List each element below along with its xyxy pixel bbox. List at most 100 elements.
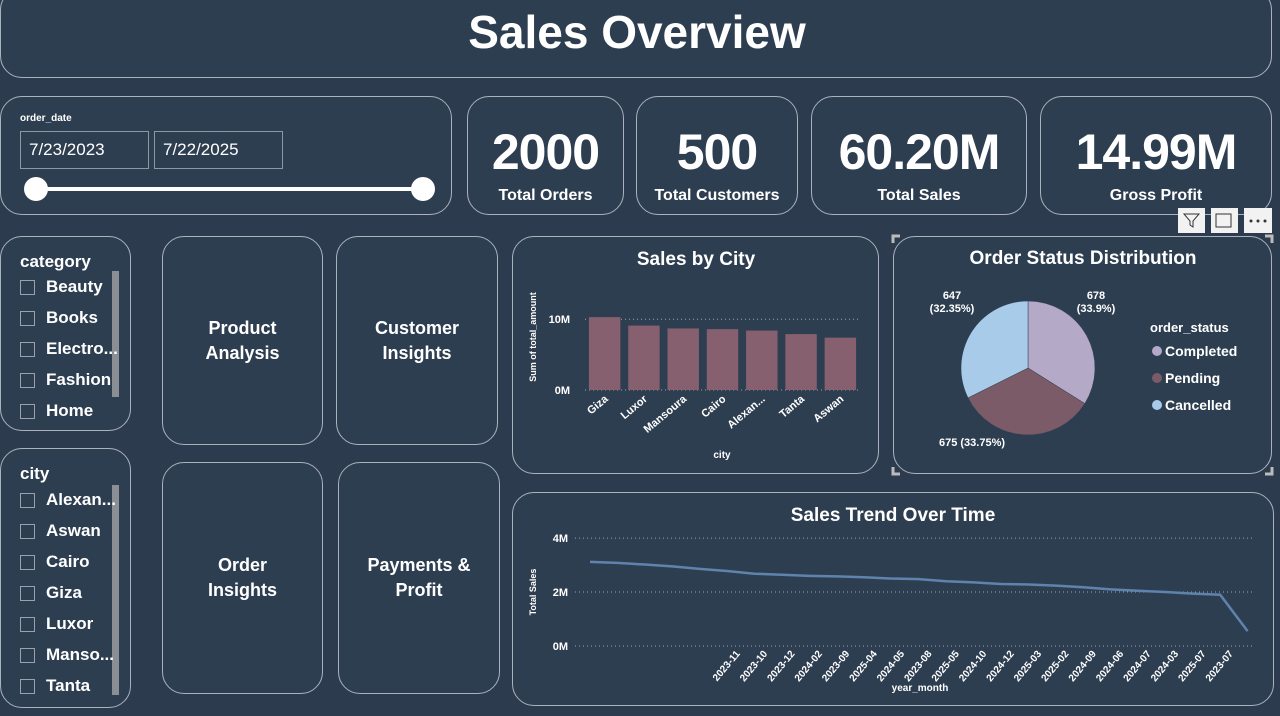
kpi-label: Gross Profit xyxy=(1109,187,1203,204)
item-label: Giza xyxy=(46,583,82,602)
item-label: Manso... xyxy=(46,645,115,664)
item-label: Fashion xyxy=(46,370,112,389)
slicer-item[interactable]: Fashion xyxy=(20,370,111,390)
x-tick-label: Aswan xyxy=(811,393,846,425)
city-slicer: city Alexan... Aswan Cairo Giza Luxor Manso..… xyxy=(0,448,131,708)
x-tick-label: Cairo xyxy=(699,393,728,420)
slicer-item[interactable]: Manso... xyxy=(20,645,114,665)
slider-handle[interactable] xyxy=(24,177,48,201)
x-tick-label: 2024-06 xyxy=(1094,649,1126,685)
x-tick-label: 2023-08 xyxy=(902,649,934,685)
checkbox[interactable] xyxy=(20,554,35,570)
legend-marker xyxy=(1152,373,1162,383)
checkbox[interactable] xyxy=(20,492,35,508)
bar xyxy=(667,328,699,390)
slicer-item[interactable]: Books xyxy=(20,308,98,328)
item-label: Home xyxy=(46,401,94,420)
kpi-value: 2000 xyxy=(491,124,600,180)
x-tick-label: 2025-02 xyxy=(1039,649,1071,685)
data-label: 678 (33.9%) xyxy=(1077,290,1116,315)
kpi-label: Total Customers xyxy=(654,187,780,204)
slicer-item[interactable]: Alexan... xyxy=(20,490,116,510)
y-tick-label: 2M xyxy=(553,587,568,599)
category-slicer: category Beauty Books Electro... Fashion Hom… xyxy=(0,236,131,431)
filter-icon[interactable] xyxy=(1178,208,1205,233)
filter-glyph xyxy=(1182,213,1201,228)
legend-marker xyxy=(1152,400,1162,410)
label-line: (32.35%) xyxy=(930,303,975,315)
checkbox[interactable] xyxy=(20,341,35,357)
kpi-value: 60.20M xyxy=(838,124,1001,180)
slider-handle[interactable] xyxy=(411,177,435,201)
slicer-item[interactable]: Giza xyxy=(20,583,82,603)
slicer-item[interactable]: Tanta xyxy=(20,676,90,696)
pie-slice xyxy=(1027,300,1096,404)
x-tick-label: 2024-05 xyxy=(875,649,907,685)
line-chart-panel xyxy=(512,492,1274,706)
checkbox[interactable] xyxy=(20,279,35,295)
x-tick-label: 2024-02 xyxy=(793,649,825,685)
x-tick-label: 2024-03 xyxy=(1149,649,1181,685)
legend-title: order_status xyxy=(1150,320,1229,335)
data-label: 647 (32.35%) xyxy=(930,290,975,315)
slider-track xyxy=(36,187,423,191)
bar xyxy=(824,337,857,390)
x-tick-label: 2024-12 xyxy=(985,649,1017,685)
start-date[interactable]: 7/23/2023 xyxy=(20,131,149,169)
slicer-item[interactable]: Aswan xyxy=(20,521,101,541)
selection-handles xyxy=(891,234,1274,476)
x-tick-label: Alexan... xyxy=(725,393,767,431)
nav-button[interactable]: Payments & Profit xyxy=(338,462,500,694)
x-tick-label: 2023-12 xyxy=(765,649,797,685)
slicer-item[interactable]: Home xyxy=(20,401,93,421)
slicer-item[interactable]: Cairo xyxy=(20,552,89,572)
legend-entry: Pending xyxy=(1165,370,1220,386)
scrollbar[interactable] xyxy=(112,271,119,397)
x-tick-label: 2024-10 xyxy=(957,649,989,685)
nav-button[interactable]: Order Insights xyxy=(162,462,323,694)
slicer-item[interactable]: Beauty xyxy=(20,277,103,297)
checkbox[interactable] xyxy=(20,310,35,326)
x-tick-label: 2023-07 xyxy=(1204,649,1236,685)
item-label: Alexan... xyxy=(46,490,116,509)
bar xyxy=(628,325,660,390)
checkbox[interactable] xyxy=(20,403,35,419)
date-filter: order_date 7/23/2023 7/22/2025 xyxy=(0,96,452,215)
slicer-item[interactable]: Luxor xyxy=(20,614,93,634)
visual-toolbar xyxy=(891,208,1274,476)
checkbox[interactable] xyxy=(20,647,35,663)
nav-button[interactable]: Customer Insights xyxy=(336,236,498,445)
nav-button[interactable]: Product Analysis xyxy=(162,236,323,445)
pie-slice xyxy=(960,300,1029,399)
checkbox[interactable] xyxy=(20,372,35,388)
checkbox[interactable] xyxy=(20,585,35,601)
kpi-card: 14.99M Gross Profit xyxy=(1040,96,1272,215)
end-date[interactable]: 7/22/2025 xyxy=(154,131,283,169)
checkbox[interactable] xyxy=(20,678,35,694)
line-series xyxy=(589,560,1249,632)
slicer-item[interactable]: Electro... xyxy=(20,339,118,359)
x-tick-label: Giza xyxy=(585,393,611,418)
y-axis-label: Sum of total_amount xyxy=(528,292,538,382)
chart-title: Order Status Distribution xyxy=(970,248,1197,269)
checkbox[interactable] xyxy=(20,523,35,539)
x-tick-label: 2023-11 xyxy=(711,649,743,684)
scrollbar[interactable] xyxy=(112,485,119,695)
item-label: Electro... xyxy=(46,339,118,358)
kpi-card: 60.20M Total Sales xyxy=(811,96,1027,215)
y-tick-label: 4M xyxy=(553,533,568,545)
x-tick-label: 2025-05 xyxy=(930,649,962,685)
focus-icon[interactable] xyxy=(1211,208,1238,233)
bar xyxy=(785,334,817,390)
x-axis-label: city xyxy=(713,450,731,461)
item-label: Aswan xyxy=(46,521,101,540)
kpi-card: 2000 Total Orders xyxy=(467,96,624,215)
checkbox[interactable] xyxy=(20,616,35,632)
item-label: Beauty xyxy=(46,277,103,296)
legend-entry: Cancelled xyxy=(1165,397,1231,413)
bar xyxy=(588,317,621,390)
legend-marker xyxy=(1152,346,1162,356)
y-axis-label: Total Sales xyxy=(528,569,538,616)
